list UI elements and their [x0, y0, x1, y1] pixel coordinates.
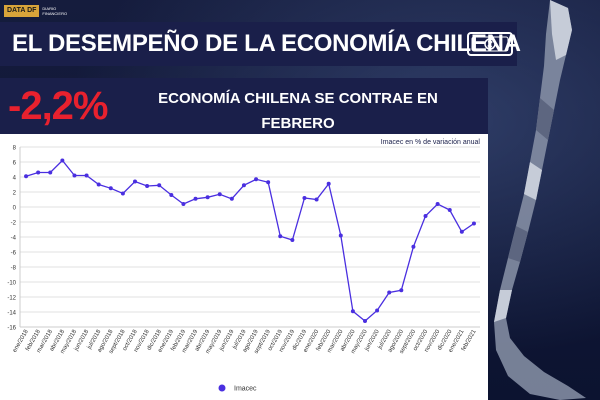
data-point: [314, 197, 319, 202]
data-point: [411, 244, 416, 249]
data-point: [205, 195, 210, 200]
data-point: [181, 202, 186, 206]
data-point: [48, 170, 53, 175]
data-point: [157, 183, 162, 188]
data-point: [145, 184, 150, 188]
headline-banner: -2,2% ECONOMÍA CHILENA SE CONTRAE EN FEB…: [0, 78, 488, 134]
y-tick-label: -2: [11, 221, 17, 227]
data-point: [241, 183, 246, 188]
data-point: [60, 158, 65, 163]
data-point: [423, 214, 428, 218]
data-point: [338, 233, 343, 238]
data-point: [133, 179, 137, 184]
headline-percent: -2,2%: [8, 84, 108, 128]
data-point: [96, 182, 101, 187]
data-point: [375, 308, 380, 313]
data-point: [326, 181, 331, 186]
title-bar: EL DESEMPEÑO DE LA ECONOMÍA CHILENA: [0, 22, 521, 66]
y-tick-label: -10: [7, 281, 16, 287]
y-tick-label: -6: [11, 251, 17, 257]
y-tick-label: -16: [7, 326, 16, 332]
logo-text: DATA DF: [4, 5, 40, 17]
data-point: [229, 196, 234, 201]
chart-area: -16 -14 -12 -10 -8 -6 -4 -2 0 2 4 6 8 Imacec en % de …: [0, 134, 488, 400]
y-tick-label: 2: [13, 191, 17, 197]
y-tick-label: -4: [11, 236, 17, 242]
dollar-bill-icon: [467, 32, 513, 56]
data-point: [363, 319, 367, 323]
chart-title: Imacec en % de variación anual: [381, 139, 481, 146]
logo-subtitle: DIARIO FINANCIERO: [42, 6, 68, 16]
data-point: [350, 309, 355, 314]
page-title: EL DESEMPEÑO DE LA ECONOMÍA CHILENA: [12, 30, 521, 57]
y-tick-label: 4: [13, 176, 17, 182]
data-point: [254, 177, 259, 182]
legend-marker: [218, 384, 226, 392]
brand-logo: DATA DF DIARIO FINANCIERO: [4, 4, 82, 18]
headline-text: ECONOMÍA CHILENA SE CONTRAE EN FEBRERO: [158, 90, 438, 132]
series-line: [25, 159, 475, 322]
y-tick-label: 6: [13, 161, 17, 167]
data-point: [290, 238, 295, 242]
data-point: [108, 186, 113, 191]
data-point: [266, 180, 271, 185]
data-point: [169, 193, 174, 197]
y-tick-label: -12: [7, 296, 16, 302]
imacec-line-chart: -16 -14 -12 -10 -8 -6 -4 -2 0 2 4 6 8 Imacec en % de …: [7, 139, 481, 393]
data-point: [72, 173, 77, 178]
chile-map: [494, 0, 586, 400]
data-point: [459, 229, 464, 234]
y-tick-label: -8: [11, 266, 17, 272]
legend-label: Imacec: [234, 386, 257, 393]
data-point: [217, 192, 222, 197]
chart-panel: -2,2% ECONOMÍA CHILENA SE CONTRAE EN FEB…: [0, 78, 488, 400]
data-point: [435, 202, 440, 206]
y-tick-label: 8: [13, 146, 17, 152]
data-point: [120, 191, 125, 196]
source-note: Fuente: Banco Central: [6, 380, 92, 389]
data-point: [278, 234, 283, 239]
data-point: [387, 290, 392, 295]
data-point: [193, 196, 198, 201]
data-point: [302, 196, 307, 200]
data-point: [36, 170, 41, 175]
data-point: [84, 173, 89, 178]
data-point: [471, 221, 476, 226]
data-point: [24, 174, 29, 179]
data-point: [447, 208, 452, 212]
data-point: [399, 288, 404, 293]
y-tick-label: -14: [7, 311, 16, 317]
y-tick-label: 0: [13, 206, 17, 212]
